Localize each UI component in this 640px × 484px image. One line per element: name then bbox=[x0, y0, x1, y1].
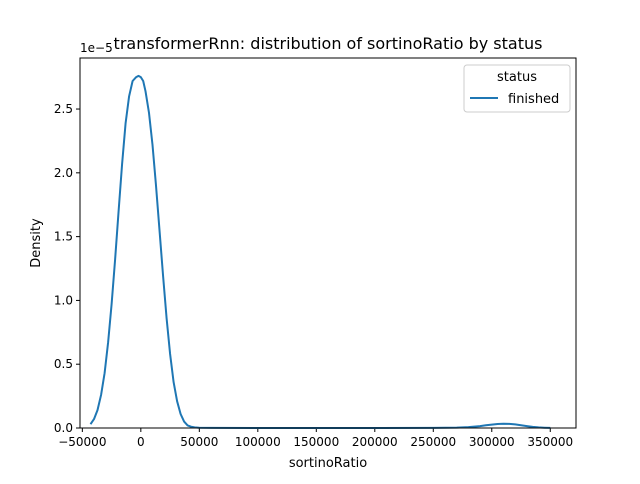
y-axis-offset-label: 1e−5 bbox=[80, 41, 113, 55]
y-tick-label: 1.5 bbox=[54, 230, 73, 244]
x-tick-label: 0 bbox=[137, 435, 145, 449]
y-axis-ticks: 0.0 0.5 1.0 1.5 2.0 2.5 bbox=[54, 102, 80, 435]
legend-label-finished: finished bbox=[508, 92, 559, 107]
x-tick-label: 350000 bbox=[527, 435, 573, 449]
y-tick-label: 2.0 bbox=[54, 166, 73, 180]
x-tick-label: 100000 bbox=[235, 435, 281, 449]
y-tick-label: 2.5 bbox=[54, 102, 73, 116]
x-tick-label: 50000 bbox=[180, 435, 218, 449]
x-tick-label: 200000 bbox=[352, 435, 398, 449]
x-tick-label: 250000 bbox=[410, 435, 456, 449]
x-tick-label: −50000 bbox=[58, 435, 106, 449]
x-tick-label: 300000 bbox=[469, 435, 515, 449]
x-axis-ticks: −50000 0 50000 100000 150000 200000 250000 3000… bbox=[58, 428, 573, 449]
legend-title: status bbox=[497, 70, 537, 85]
legend: status finished bbox=[463, 64, 571, 113]
x-tick-label: 150000 bbox=[293, 435, 339, 449]
y-axis-label: Density bbox=[29, 218, 44, 268]
x-axis-label: sortinoRatio bbox=[289, 456, 367, 471]
legend-box bbox=[463, 64, 571, 113]
y-tick-label: 0.5 bbox=[54, 357, 73, 371]
chart-title: transformerRnn: distribution of sortinoR… bbox=[114, 34, 543, 53]
series-layer bbox=[89, 74, 551, 429]
series-line-finished bbox=[89, 74, 551, 429]
y-tick-label: 1.0 bbox=[54, 293, 73, 307]
plot-frame bbox=[79, 57, 577, 429]
y-tick-label: 0.0 bbox=[54, 421, 73, 435]
